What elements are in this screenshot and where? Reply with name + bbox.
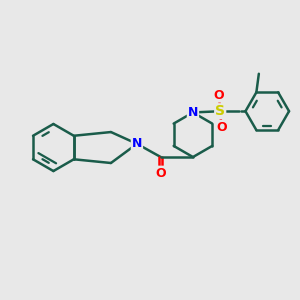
- Text: N: N: [188, 106, 198, 119]
- Text: O: O: [155, 167, 166, 180]
- Text: N: N: [132, 137, 142, 150]
- Text: O: O: [216, 121, 227, 134]
- Text: O: O: [214, 88, 224, 102]
- Text: S: S: [215, 104, 225, 118]
